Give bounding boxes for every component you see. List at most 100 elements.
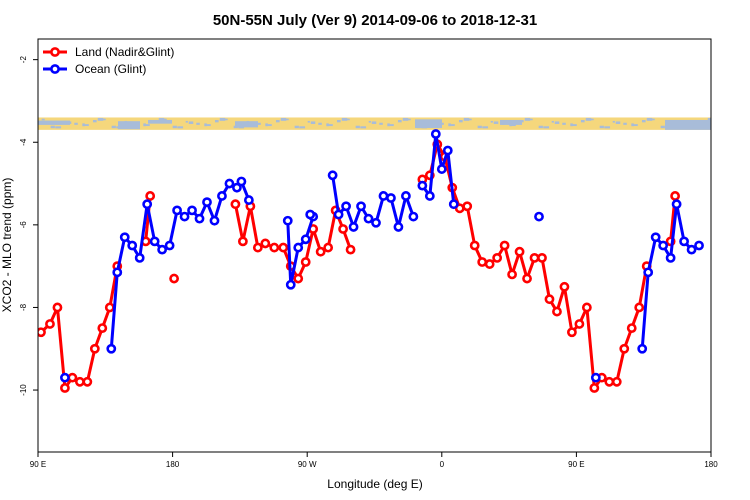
data-point: [169, 273, 179, 284]
ocean-speck: [665, 126, 672, 129]
ocean-speck: [158, 117, 165, 121]
ocean-speck: [124, 120, 127, 123]
ocean-speck: [490, 120, 493, 123]
series-ocean: [60, 129, 704, 383]
data-point: [300, 234, 311, 245]
ocean-speck: [623, 122, 627, 125]
ocean-speck: [416, 125, 421, 129]
data-point: [112, 267, 123, 278]
ocean-speck: [509, 123, 512, 127]
data-point: [522, 273, 532, 284]
ocean-speck: [612, 120, 615, 123]
ocean-speck: [185, 120, 188, 123]
ocean-speck: [463, 117, 470, 121]
data-point: [230, 199, 241, 210]
data-point: [224, 178, 235, 189]
ocean-speck: [599, 125, 604, 129]
data-point: [260, 238, 271, 249]
data-point: [97, 323, 108, 333]
data-point: [236, 176, 247, 187]
data-point: [67, 372, 78, 383]
ocean-speck: [524, 117, 531, 121]
ocean-speck: [440, 122, 444, 125]
ocean-speck: [604, 126, 611, 129]
data-point: [127, 240, 138, 251]
data-point: [348, 222, 359, 232]
ocean-speck: [188, 121, 194, 124]
data-point: [202, 197, 212, 208]
legend-label: Ocean (Glint): [75, 62, 146, 76]
data-point: [45, 319, 55, 329]
data-point: [345, 244, 356, 255]
data-point: [338, 224, 348, 234]
ocean-speck: [326, 123, 329, 127]
data-point: [679, 236, 689, 247]
ocean-speck: [233, 125, 238, 129]
ocean-speck: [388, 124, 394, 127]
data-point: [604, 376, 615, 387]
data-point: [637, 343, 648, 354]
data-point: [619, 343, 630, 354]
data-point: [164, 240, 175, 251]
ocean-speck: [482, 126, 489, 129]
data-point: [393, 222, 404, 232]
ocean-speck: [693, 124, 699, 127]
ocean-speck: [310, 121, 316, 124]
ocean-speck: [275, 120, 280, 123]
data-point: [282, 215, 293, 226]
ocean-speck: [74, 122, 78, 125]
ocean-speck: [265, 123, 268, 127]
ocean-speck: [529, 118, 533, 121]
data-point: [82, 376, 93, 387]
data-point: [315, 246, 326, 257]
ocean-speck: [143, 123, 146, 127]
data-point: [119, 232, 130, 243]
data-point: [323, 242, 334, 253]
data-point: [589, 383, 600, 393]
ocean-speck: [615, 121, 621, 124]
ocean-speck: [477, 125, 482, 129]
ocean-speck: [501, 122, 505, 125]
legend-marker: [50, 47, 60, 57]
data-point: [305, 209, 316, 220]
ocean-speck: [238, 126, 245, 129]
data-point: [285, 279, 296, 290]
ocean-speck: [102, 118, 106, 121]
data-point: [401, 191, 411, 201]
data-point: [232, 182, 242, 193]
data-point: [665, 252, 676, 263]
legend-marker: [50, 64, 60, 74]
ocean-speck: [510, 124, 516, 127]
data-point: [149, 236, 160, 247]
ocean-speck: [92, 120, 97, 123]
ocean-speck: [554, 121, 560, 124]
ocean-speck: [676, 121, 682, 124]
data-point: [209, 215, 220, 226]
data-point: [567, 327, 577, 338]
ocean-speck: [571, 124, 577, 127]
data-point: [327, 170, 338, 181]
data-point: [694, 240, 704, 251]
ocean-speck: [318, 122, 322, 125]
ocean-speck: [116, 126, 123, 129]
ocean-speck: [651, 118, 655, 121]
ocean-patch: [148, 119, 172, 124]
ocean-speck: [458, 120, 463, 123]
x-tick-label: 180: [166, 460, 180, 469]
ocean-speck: [280, 117, 287, 121]
ocean-speck: [562, 122, 566, 125]
data-point: [634, 302, 645, 313]
ocean-speck: [449, 124, 455, 127]
ocean-speck: [336, 120, 341, 123]
ocean-speck: [219, 117, 226, 121]
y-tick-label: -6: [19, 221, 28, 229]
ocean-speck: [371, 121, 377, 124]
data-point: [194, 213, 205, 224]
data-point: [626, 323, 637, 333]
ocean-speck: [41, 118, 45, 121]
ocean-speck: [66, 121, 72, 124]
ocean-speck: [307, 120, 310, 123]
ocean-speck: [172, 125, 177, 129]
data-point: [424, 191, 435, 201]
data-point: [534, 211, 544, 222]
